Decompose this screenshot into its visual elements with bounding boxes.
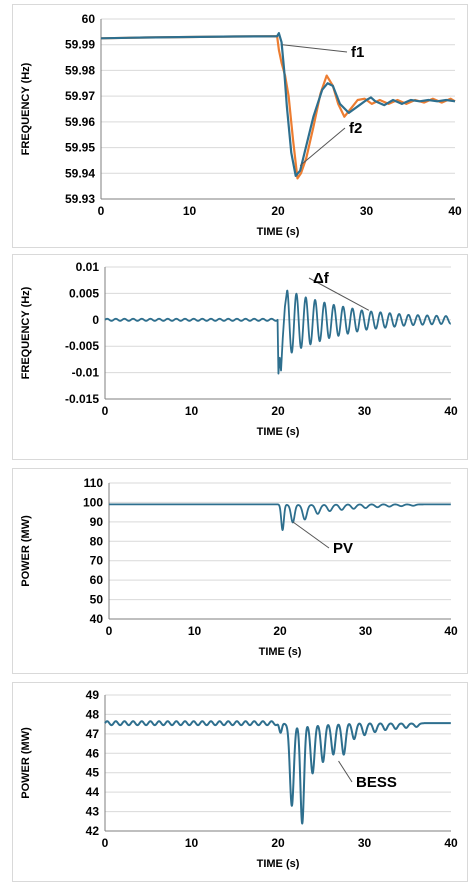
annotation-label: Δf bbox=[313, 270, 330, 287]
series-line-f1 bbox=[100, 32, 456, 177]
chart-svg-frequency: 59.93 59.94 59.95 59.96 59.97 59.98 59.99 60 0 10… bbox=[20, 12, 462, 238]
y-tick-label: 59.97 bbox=[65, 89, 95, 103]
y-tick-label: 60 bbox=[82, 12, 96, 26]
x-tick-label: 30 bbox=[358, 836, 372, 850]
y-tick-label: 100 bbox=[83, 495, 103, 509]
y-tick-label: 59.96 bbox=[65, 115, 95, 129]
series-line-f2 bbox=[100, 35, 456, 180]
chart-svg-pv-power: 40 50 60 70 80 90 100 110 0 10 20 30 40 TIME (s) POWER… bbox=[20, 476, 458, 658]
y-tick-label: 46 bbox=[86, 746, 100, 760]
series-line-bess bbox=[104, 720, 452, 825]
x-tick-label: 40 bbox=[444, 624, 458, 638]
annotation-label: f2 bbox=[349, 120, 362, 137]
x-tick-label: 10 bbox=[185, 836, 199, 850]
y-tick-label: 80 bbox=[90, 534, 104, 548]
y-tick-label: 59.94 bbox=[65, 166, 95, 180]
y-tick-label: 0.005 bbox=[69, 286, 99, 300]
y-tick-label: 43 bbox=[86, 805, 100, 819]
y-axis-title: FREQUENCY (Hz) bbox=[20, 286, 32, 379]
y-tick-label: 59.98 bbox=[65, 63, 95, 77]
y-tick-label: 60 bbox=[90, 573, 104, 587]
annotation-label: f1 bbox=[351, 44, 364, 61]
x-tick-label: 20 bbox=[271, 404, 285, 418]
x-tick-label: 30 bbox=[359, 624, 373, 638]
y-tick-label: 0.01 bbox=[76, 260, 100, 274]
chart-axes: -0.015 -0.01 -0.005 0 0.005 0.01 0 10 20 30 40 bbox=[65, 260, 458, 418]
x-tick-label: 0 bbox=[106, 624, 113, 638]
annotation-leader bbox=[299, 127, 346, 166]
x-tick-label: 40 bbox=[444, 404, 458, 418]
chart-frequency-deviation: -0.015 -0.01 -0.005 0 0.005 0.01 0 10 20 30 40 TIME… bbox=[12, 254, 468, 460]
y-tick-label: 70 bbox=[90, 554, 104, 568]
x-tick-label: 0 bbox=[102, 836, 109, 850]
x-axis-title: TIME (s) bbox=[259, 646, 302, 658]
y-tick-label: 47 bbox=[86, 727, 100, 741]
x-tick-label: 20 bbox=[271, 204, 285, 218]
chart-pv-power: 40 50 60 70 80 90 100 110 0 10 20 30 40 TIME (s) POWER… bbox=[12, 468, 468, 674]
x-axis-title: TIME (s) bbox=[257, 426, 300, 438]
x-tick-label: 40 bbox=[444, 836, 458, 850]
y-tick-label: -0.015 bbox=[65, 392, 99, 406]
y-tick-label: 59.99 bbox=[65, 38, 95, 52]
x-tick-label: 10 bbox=[185, 404, 199, 418]
x-tick-label: 30 bbox=[358, 404, 372, 418]
y-tick-label: 42 bbox=[86, 824, 100, 838]
y-tick-label: 45 bbox=[86, 766, 100, 780]
chart-bess-power: 42 43 44 45 46 47 48 49 0 10 20 30 40 TIME (s) POWER (… bbox=[12, 682, 468, 882]
chart-axes: 59.93 59.94 59.95 59.96 59.97 59.98 59.99 60 0 10… bbox=[65, 12, 462, 218]
y-axis-title: FREQUENCY (Hz) bbox=[20, 62, 32, 155]
x-axis-title: TIME (s) bbox=[257, 226, 300, 238]
x-tick-label: 0 bbox=[98, 204, 105, 218]
annotation-label: PV bbox=[333, 540, 353, 557]
y-tick-label: 48 bbox=[86, 707, 100, 721]
chart-axes: 42 43 44 45 46 47 48 49 0 10 20 30 40 bbox=[86, 688, 458, 850]
chart-axes: 40 50 60 70 80 90 100 110 0 10 20 30 40 bbox=[83, 476, 458, 638]
y-tick-label: 90 bbox=[90, 515, 104, 529]
series-line-delta-f bbox=[104, 289, 452, 375]
x-tick-label: 40 bbox=[448, 204, 462, 218]
annotation-label: BESS bbox=[356, 774, 397, 791]
y-tick-label: 44 bbox=[86, 785, 100, 799]
y-tick-label: 40 bbox=[90, 612, 104, 626]
y-tick-label: -0.01 bbox=[72, 366, 100, 380]
annotation-leader bbox=[338, 760, 353, 783]
y-tick-label: 59.93 bbox=[65, 192, 95, 206]
x-tick-label: 30 bbox=[360, 204, 374, 218]
annotation-leader bbox=[292, 521, 330, 549]
x-tick-label: 10 bbox=[183, 204, 197, 218]
series-line-pv bbox=[108, 503, 452, 531]
x-axis-title: TIME (s) bbox=[257, 858, 300, 870]
y-tick-label: 59.95 bbox=[65, 141, 95, 155]
y-tick-label: -0.005 bbox=[65, 339, 99, 353]
annotation-leader bbox=[308, 277, 370, 311]
y-tick-label: 49 bbox=[86, 688, 100, 702]
chart-frequency-f1-f2: 59.93 59.94 59.95 59.96 59.97 59.98 59.99 60 0 10… bbox=[12, 4, 468, 248]
chart-svg-frequency-deviation: -0.015 -0.01 -0.005 0 0.005 0.01 0 10 20 30 40 TIME… bbox=[20, 260, 458, 438]
y-axis-title: POWER (MW) bbox=[20, 515, 32, 587]
y-axis-title: POWER (MW) bbox=[20, 727, 32, 799]
x-tick-label: 10 bbox=[188, 624, 202, 638]
y-tick-label: 110 bbox=[84, 476, 104, 490]
y-tick-label: 0 bbox=[92, 313, 99, 327]
x-tick-label: 20 bbox=[271, 836, 285, 850]
chart-svg-bess-power: 42 43 44 45 46 47 48 49 0 10 20 30 40 TIME (s) POWER (… bbox=[20, 688, 458, 870]
x-tick-label: 0 bbox=[102, 404, 109, 418]
x-tick-label: 20 bbox=[273, 624, 287, 638]
annotation-leader bbox=[282, 44, 348, 53]
y-tick-label: 50 bbox=[90, 593, 104, 607]
